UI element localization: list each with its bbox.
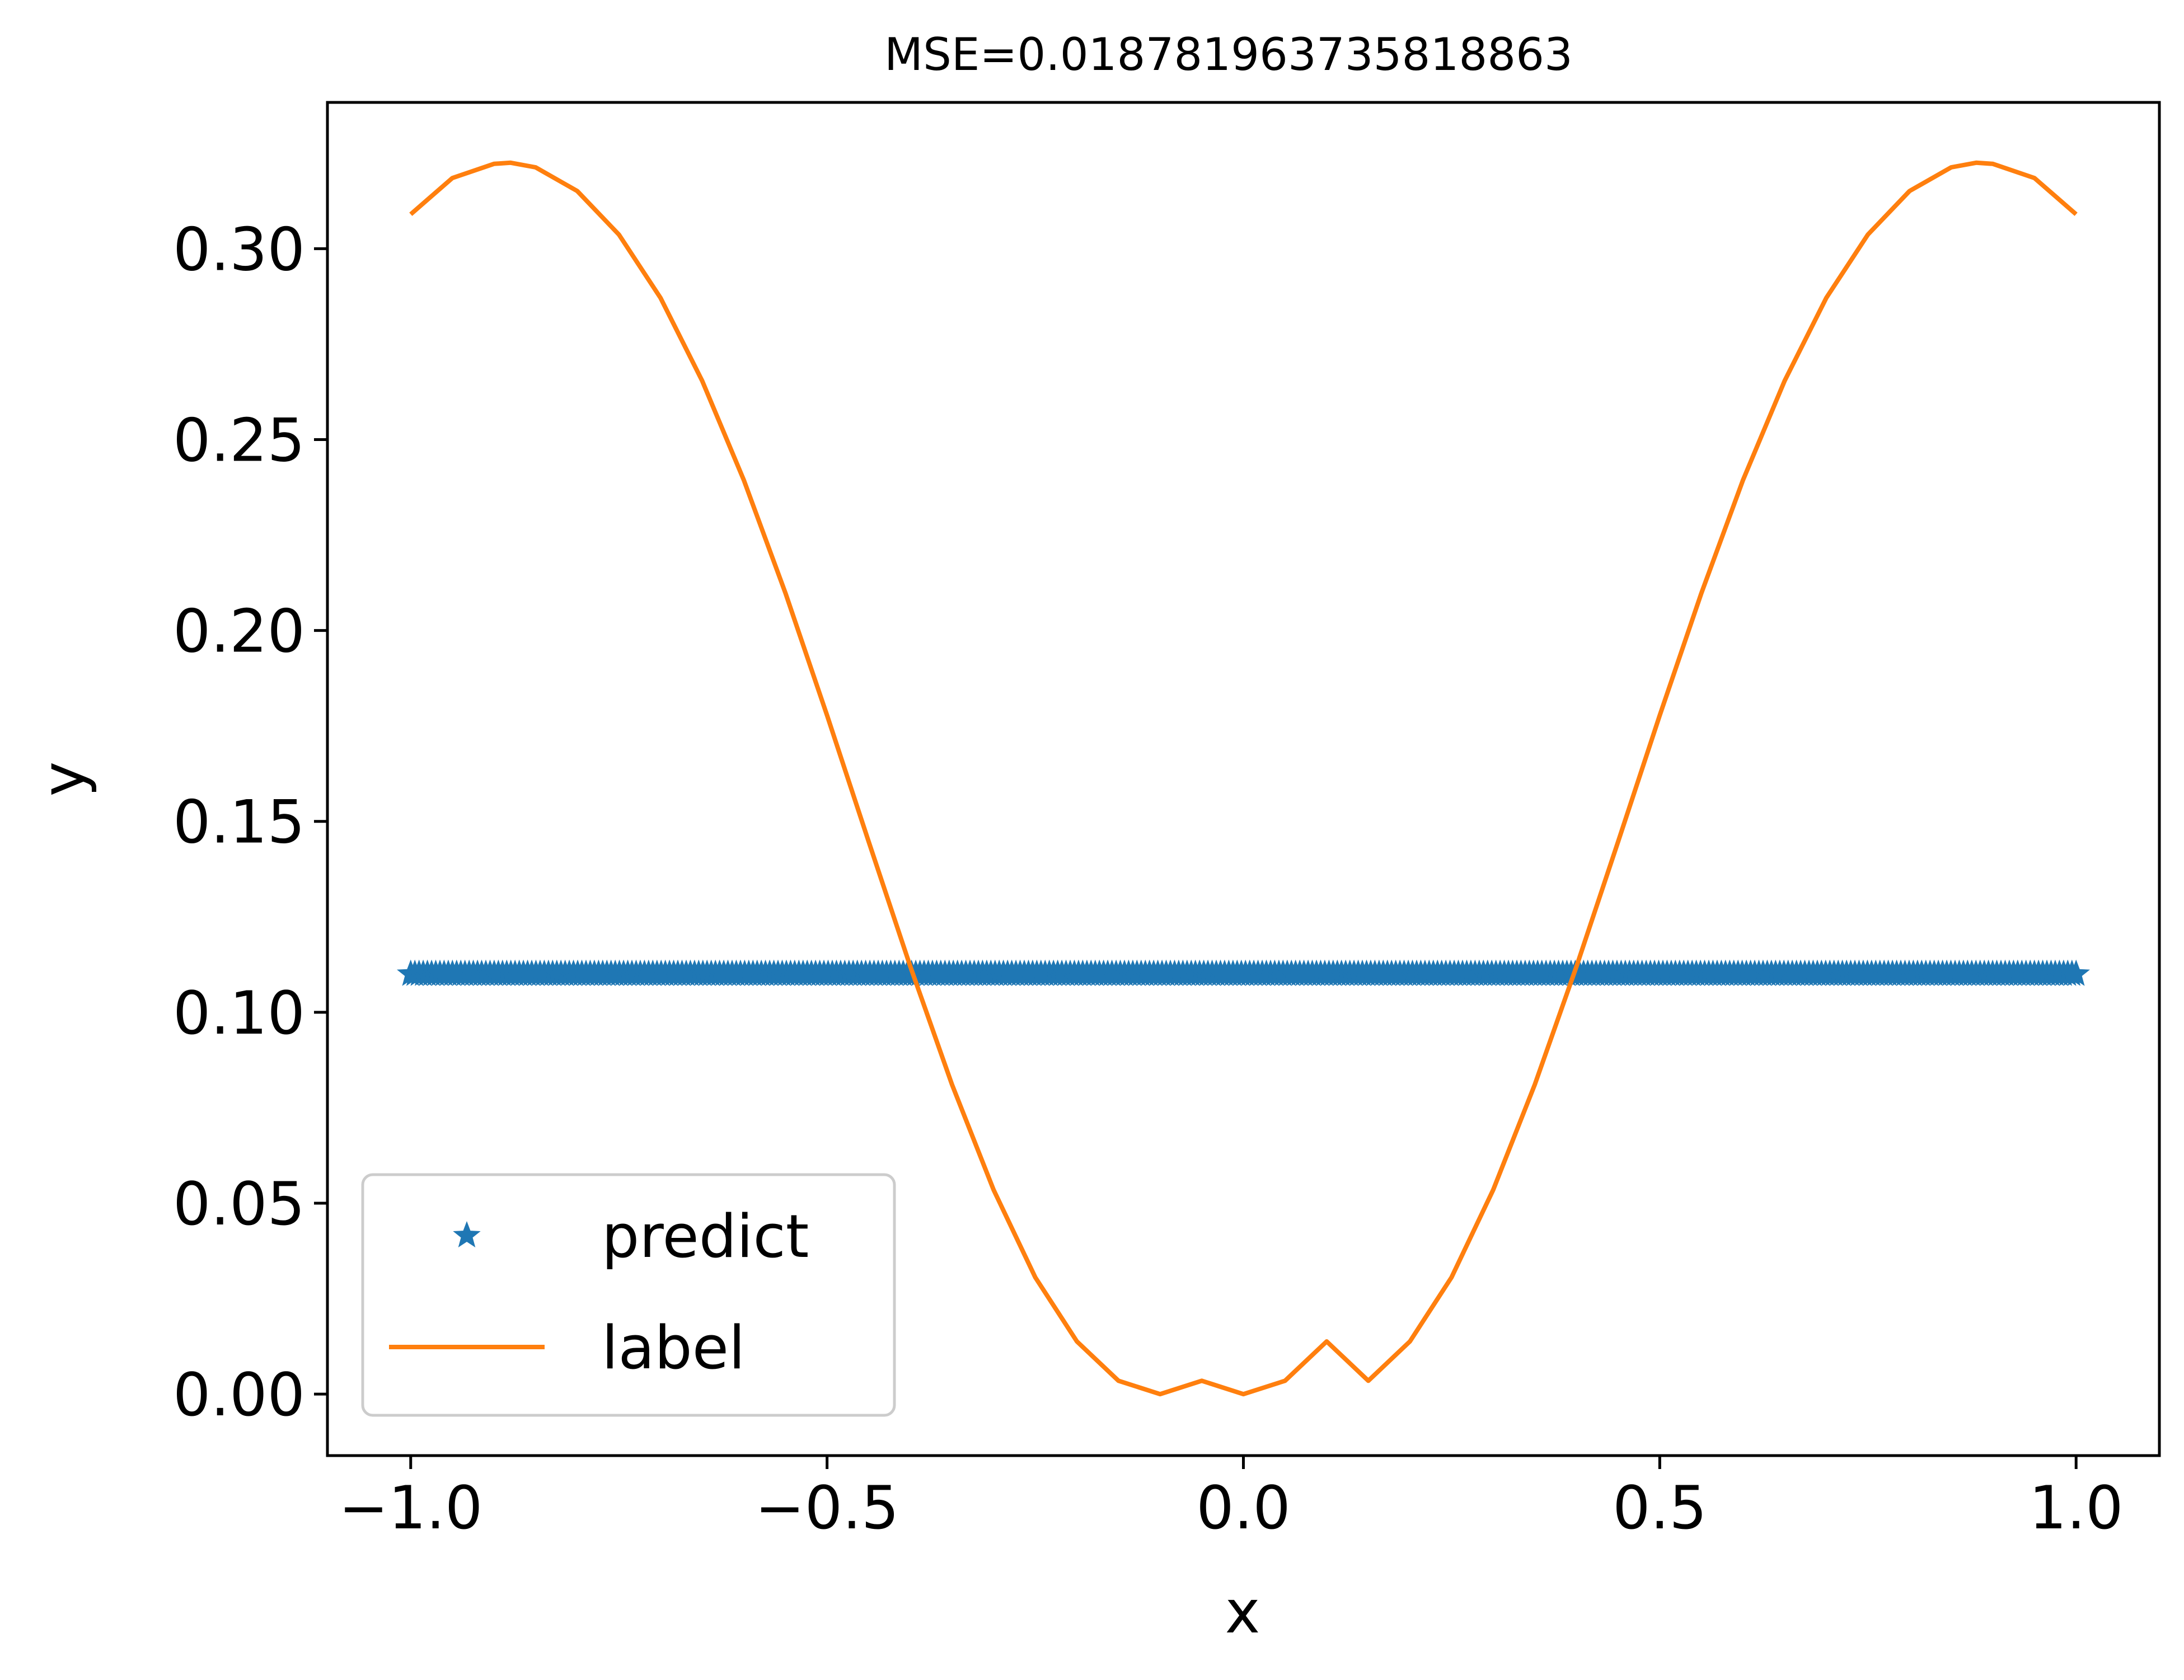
- x-axis: −1.0 −0.5 0.0 0.5 1.0: [339, 1456, 2124, 1542]
- y-tick-label: 0.10: [173, 979, 305, 1048]
- x-tick-label: −0.5: [755, 1473, 899, 1542]
- plot-area: [397, 160, 2090, 1397]
- legend-box: [361, 1173, 896, 1417]
- y-tick-label: 0.00: [173, 1360, 305, 1429]
- legend-predict-marker-icon: [453, 1221, 481, 1247]
- y-tick-label: 0.20: [173, 597, 305, 666]
- legend-predict-label: predict: [602, 1202, 809, 1271]
- label-series-line: [409, 160, 2078, 1397]
- y-axis-label: y: [29, 762, 98, 797]
- y-axis: 0.00 0.05 0.10 0.15 0.20 0.25 0.30: [173, 215, 327, 1429]
- plot-frame: [326, 101, 2161, 1457]
- series-layer: [397, 160, 2090, 1397]
- legend-label-label: label: [602, 1313, 745, 1382]
- y-tick-label: 0.05: [173, 1170, 305, 1238]
- chart-title: MSE=0.018781963735818863: [884, 29, 1573, 81]
- y-tick-label: 0.15: [173, 788, 305, 857]
- x-tick-label: −1.0: [339, 1473, 482, 1542]
- x-tick-label: 0.5: [1613, 1473, 1707, 1542]
- x-tick-label: 0.0: [1196, 1473, 1291, 1542]
- x-tick-label: 1.0: [2029, 1473, 2124, 1542]
- x-axis-label: x: [1225, 1578, 1260, 1646]
- y-tick-label: 0.25: [173, 406, 305, 475]
- y-tick-label: 0.30: [173, 215, 305, 284]
- predict-point: [2062, 959, 2090, 986]
- legend: predict label: [361, 1173, 896, 1417]
